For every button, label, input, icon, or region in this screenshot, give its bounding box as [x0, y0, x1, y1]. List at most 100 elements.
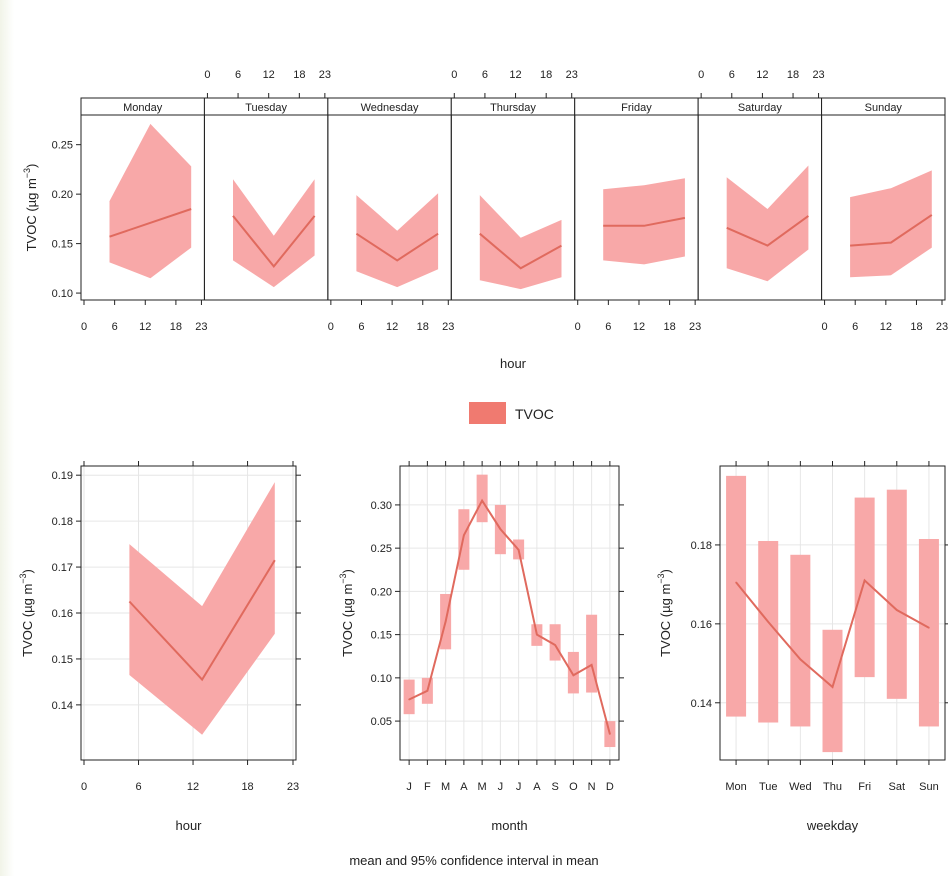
- y-tick-label: 0.25: [52, 140, 73, 152]
- x-tick-label: 12: [386, 321, 398, 333]
- facet-friday: Friday 0 6 12 18 23: [574, 97, 701, 333]
- background-accent: [0, 0, 14, 876]
- mean-point-3: [463, 534, 465, 536]
- x-tick-label: 12: [139, 321, 151, 333]
- x-tick-label-0: Mon: [725, 781, 746, 793]
- facet-label-monday: Monday: [123, 102, 163, 114]
- mean-point-3: [831, 686, 834, 688]
- x-tick-label: 18: [170, 321, 182, 333]
- mean-point-2: [799, 658, 802, 661]
- x-tick-label: 12: [756, 69, 768, 81]
- mean-point-6: [517, 549, 520, 551]
- y-axis-label: TVOC (µg m−3): [656, 569, 673, 657]
- x-tick-label: 6: [482, 69, 488, 81]
- x-tick-label: 23: [689, 321, 701, 333]
- y-tick-label: 0.16: [52, 608, 73, 620]
- x-tick-label: 23: [936, 321, 948, 333]
- y-tick-label: 0.17: [52, 562, 73, 574]
- x-tick-label: 23: [287, 781, 299, 793]
- x-tick-label: 0: [698, 69, 704, 81]
- mean-point-7: [536, 633, 538, 636]
- ci-bar-2: [790, 554, 811, 727]
- ci-bar-9: [567, 651, 579, 694]
- facet-sunday: Sunday 0 6 12 18 23: [821, 97, 948, 333]
- x-tick-label-1: Tue: [759, 781, 778, 793]
- mean-line-friday: [603, 216, 686, 227]
- x-tick-label: 23: [195, 321, 207, 333]
- y-tick-label: 0.20: [371, 586, 392, 598]
- y-axis-label: TVOC (µg m−3): [18, 569, 35, 657]
- facet-wednesday: Wednesday 0 6 12 18 23: [327, 97, 454, 333]
- y-axis-label: TVOC (µg m−3): [338, 569, 355, 657]
- x-tick-label-11: D: [606, 781, 614, 793]
- x-tick-label-4: Fri: [858, 781, 871, 793]
- x-tick-label-10: N: [588, 781, 596, 793]
- x-tick-label-5: J: [498, 781, 504, 793]
- mean-point-2: [444, 620, 447, 623]
- x-tick-label: 6: [358, 321, 364, 333]
- y-tick-label: 0.20: [52, 189, 73, 201]
- month-panel: 0.05 0.10 0.15 0.20 0.25 0.30 TVOC (µg m−3) mon…: [338, 461, 624, 833]
- ci-band-monday: [109, 123, 192, 279]
- legend-label-tvoc: TVOC: [515, 406, 554, 422]
- x-tick-label: 6: [235, 69, 241, 81]
- facet-label-wednesday: Wednesday: [361, 102, 419, 114]
- ci-bar-8: [549, 624, 561, 661]
- x-tick-label: 0: [81, 321, 87, 333]
- facet-label-saturday: Saturday: [738, 102, 783, 114]
- y-tick-label: 0.15: [371, 630, 392, 642]
- x-axis-label: hour: [175, 818, 202, 833]
- x-tick-label: 12: [633, 321, 645, 333]
- y-tick-label: 0.16: [691, 619, 712, 631]
- ci-band-thursday: [479, 195, 562, 290]
- x-tick-label-9: O: [569, 781, 578, 793]
- mean-point-0: [735, 581, 737, 584]
- x-tick-label-6: J: [516, 781, 522, 793]
- mean-point-1: [767, 621, 770, 623]
- footer-caption: mean and 95% confidence interval in mean: [349, 853, 598, 868]
- facet-label-tuesday: Tuesday: [245, 102, 287, 114]
- weekday-panel: 0.14 0.16 0.18 TVOC (µg m−3) weekday Mon Tue We…: [656, 461, 948, 833]
- y-tick-label: 0.30: [371, 500, 392, 512]
- x-tick-label-6: Sun: [919, 781, 939, 793]
- x-axis-label: weekday: [806, 818, 859, 833]
- x-tick-label: 0: [204, 69, 210, 81]
- x-tick-label: 6: [729, 69, 735, 81]
- facet-frame: [821, 114, 946, 301]
- panel-frame: [719, 465, 946, 761]
- x-tick-label: 12: [509, 69, 521, 81]
- hour-panel: 0.14 0.15 0.16 0.17 0.18 0.19 TVOC (µg m−3) hou…: [18, 461, 301, 833]
- y-tick-label: 0.15: [52, 654, 73, 666]
- ci-bar-4: [476, 474, 488, 523]
- mean-point-8: [554, 644, 556, 646]
- y-tick-label: 0.18: [52, 516, 73, 528]
- x-tick-label: 6: [135, 781, 141, 793]
- ci-bar-4: [854, 497, 875, 678]
- ci-band-saturday: [726, 165, 809, 282]
- facet-label-friday: Friday: [621, 102, 652, 114]
- mean-point-10: [590, 664, 593, 666]
- mean-line-tuesday: [232, 215, 316, 268]
- mean-point-4: [481, 499, 483, 502]
- mean-line-thursday: [479, 232, 562, 270]
- x-tick-label-2: Wed: [789, 781, 811, 793]
- x-tick-label: 0: [451, 69, 457, 81]
- x-tick-label: 18: [417, 321, 429, 333]
- y-tick-label: 0.25: [371, 543, 392, 555]
- ci-bar-0: [726, 475, 747, 717]
- x-tick-label-3: A: [460, 781, 468, 793]
- facet-monday: Monday 0 6 12 18 23: [80, 97, 208, 333]
- ci-bar-1: [758, 540, 779, 723]
- mean-point-5: [895, 609, 898, 611]
- facet-saturday: Saturday 0 6 12 18 23: [697, 69, 825, 301]
- ci-band: [129, 482, 275, 735]
- ci-band-sunday: [850, 170, 932, 278]
- x-tick-label-2: M: [441, 781, 450, 793]
- mean-line: [128, 559, 276, 682]
- ci-band-friday: [603, 178, 685, 265]
- legend-swatch-tvoc: [469, 402, 506, 424]
- y-tick-label: 0.19: [52, 470, 73, 482]
- x-tick-label: 18: [241, 781, 253, 793]
- y-tick-label: 0.10: [371, 673, 392, 685]
